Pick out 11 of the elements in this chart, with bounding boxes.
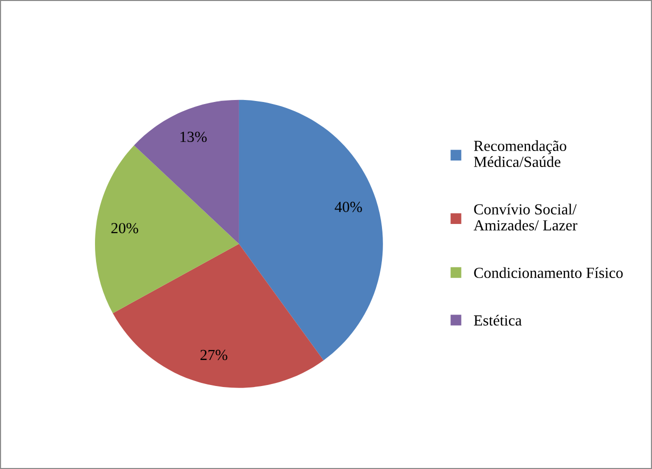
data-label: 27%: [200, 350, 228, 360]
pie-slice: [238, 100, 383, 360]
pie-slice: [112, 244, 324, 388]
legend-label: Recomendação Médica/Saúde: [474, 140, 566, 168]
legend-label: Condicionamento Físico: [474, 267, 623, 278]
pie-slice: [95, 145, 239, 314]
data-label: 13%: [180, 132, 207, 142]
legend-label: Estética: [474, 314, 522, 326]
data-label: 20%: [111, 222, 138, 234]
data-label: 40%: [334, 202, 362, 212]
legend-label: Convívio Social/ Amizades/ Lazer: [474, 204, 578, 230]
